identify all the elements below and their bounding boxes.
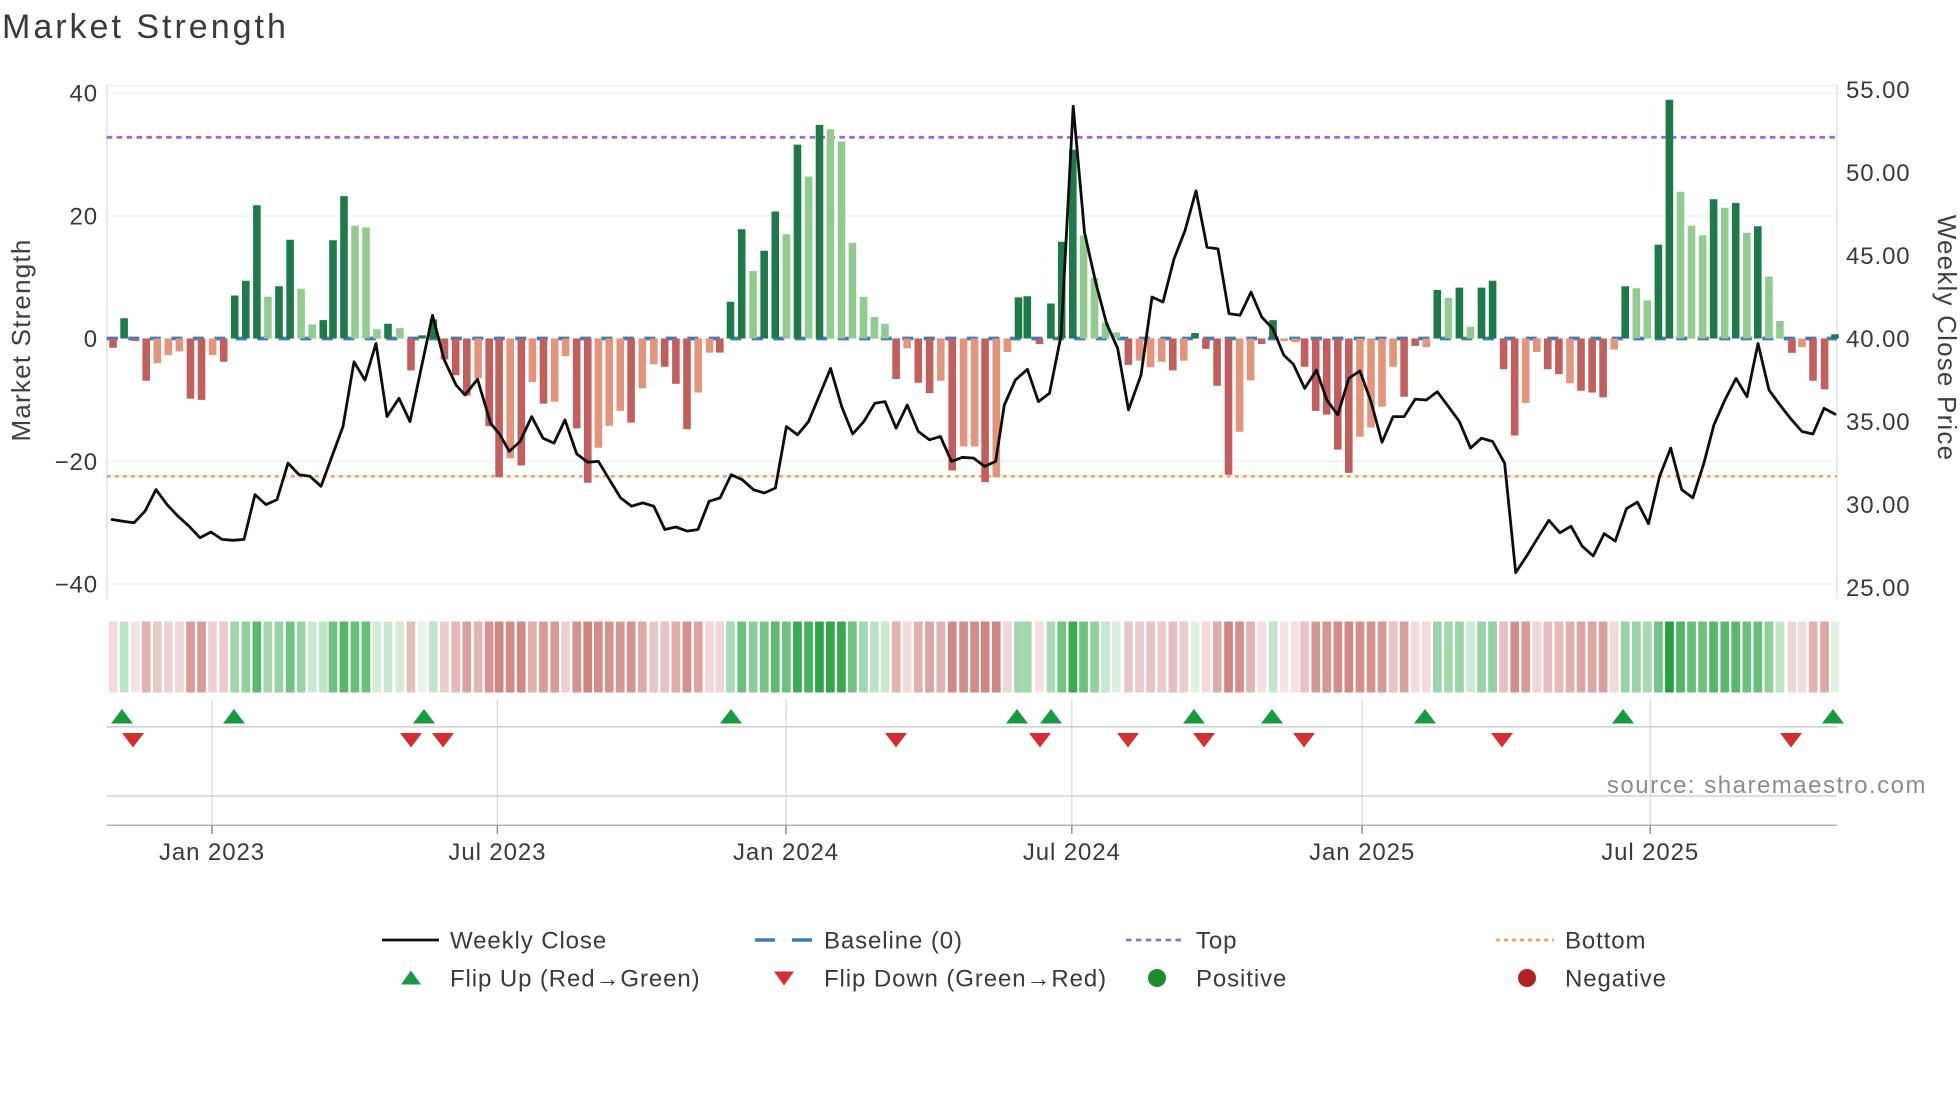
svg-text:55.00: 55.00 [1846, 77, 1911, 104]
svg-text:source: sharemaestro.com: source: sharemaestro.com [1607, 772, 1927, 799]
svg-text:Positive: Positive [1196, 966, 1287, 993]
svg-text:Weekly Close: Weekly Close [450, 928, 607, 955]
svg-text:−20: −20 [55, 449, 98, 476]
svg-text:−40: −40 [55, 572, 98, 599]
svg-text:Market Strength: Market Strength [2, 8, 289, 46]
svg-text:Jul 2025: Jul 2025 [1601, 839, 1699, 866]
svg-text:0: 0 [84, 326, 98, 353]
svg-text:Jan 2024: Jan 2024 [733, 839, 839, 866]
svg-text:30.00: 30.00 [1846, 492, 1911, 519]
svg-text:Jan 2023: Jan 2023 [159, 839, 265, 866]
svg-text:20: 20 [70, 203, 99, 230]
svg-text:Weekly Close Price: Weekly Close Price [1932, 215, 1960, 462]
svg-text:Baseline (0): Baseline (0) [824, 928, 963, 955]
svg-text:Top: Top [1196, 928, 1237, 955]
svg-text:Flip Up (Red→Green): Flip Up (Red→Green) [450, 966, 701, 993]
svg-text:Jan 2025: Jan 2025 [1309, 839, 1415, 866]
svg-text:40: 40 [70, 81, 99, 108]
svg-text:Market Strength: Market Strength [6, 239, 36, 442]
svg-text:50.00: 50.00 [1846, 160, 1911, 187]
svg-text:40.00: 40.00 [1846, 326, 1911, 353]
svg-text:45.00: 45.00 [1846, 243, 1911, 270]
svg-text:Negative: Negative [1565, 966, 1667, 993]
svg-text:Bottom: Bottom [1565, 928, 1646, 955]
svg-text:Flip Down (Green→Red): Flip Down (Green→Red) [824, 966, 1107, 993]
svg-text:25.00: 25.00 [1846, 575, 1911, 602]
svg-text:35.00: 35.00 [1846, 409, 1911, 436]
svg-text:Jul 2024: Jul 2024 [1023, 839, 1121, 866]
svg-text:Jul 2023: Jul 2023 [448, 839, 546, 866]
